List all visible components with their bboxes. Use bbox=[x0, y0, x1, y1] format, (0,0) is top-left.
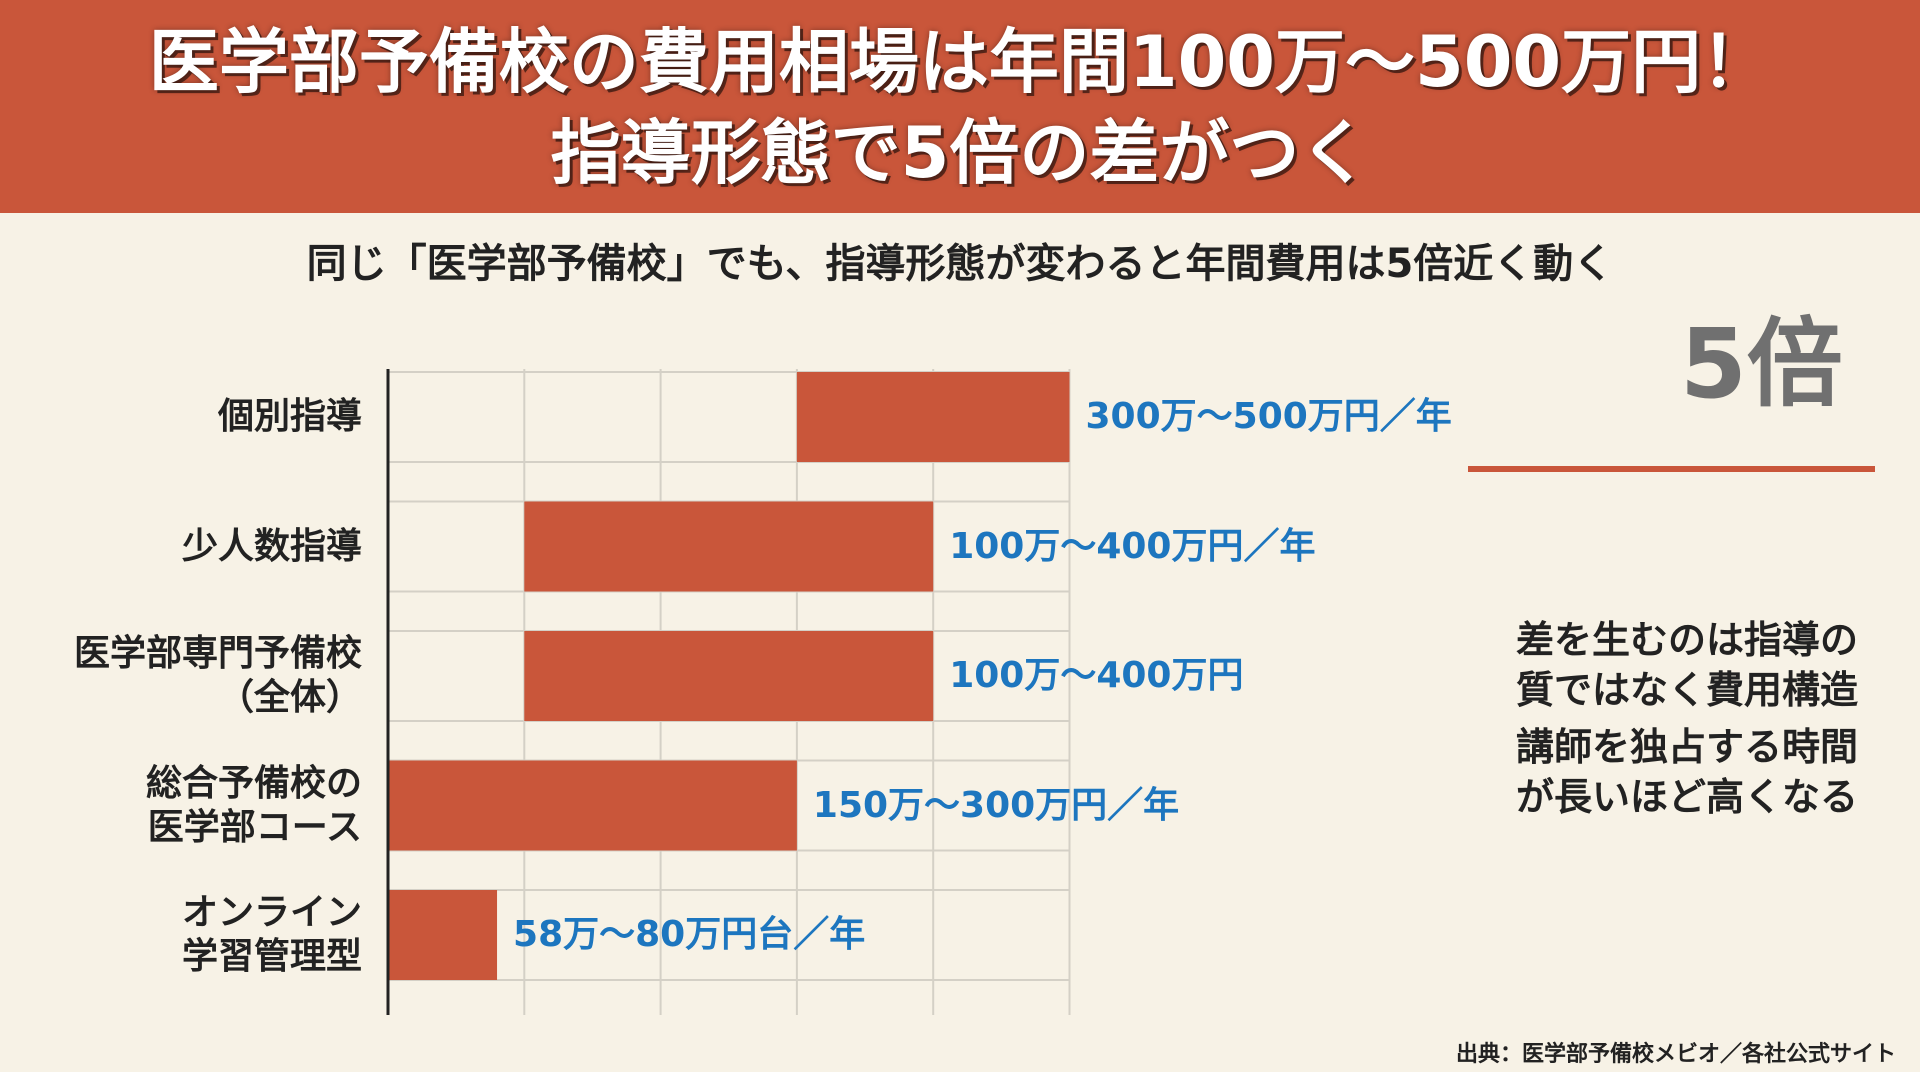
subtitle: 同じ「医学部予備校」でも、指導形態が変わると年間費用は5倍近く動く bbox=[306, 241, 1614, 287]
category-label-line-1: 少人数指導 bbox=[181, 525, 362, 567]
category-label: 少人数指導 bbox=[182, 525, 362, 569]
category-label-line-1: オンライン bbox=[181, 892, 362, 933]
highlight-underline bbox=[1468, 466, 1875, 472]
category-label-line-2: （全体） bbox=[217, 677, 362, 718]
value-label: 150万～300万円／年 bbox=[812, 784, 1180, 826]
title-banner: 医学部予備校の費用相場は年間100万～500万円！ 指導形態で5倍の差がつく bbox=[0, 0, 1920, 213]
bar-5 bbox=[388, 890, 498, 980]
note-1-line-1: 差を生むのは指導の bbox=[1516, 618, 1859, 662]
value-label: 58万～80万円台／年 bbox=[513, 914, 866, 955]
category-label-line-2: 学習管理型 bbox=[181, 936, 362, 977]
value-label: 300万～500万円／年 bbox=[1085, 396, 1452, 437]
bar-4 bbox=[388, 760, 797, 851]
note-1-line-2: 質ではなく費用構造 bbox=[1516, 668, 1859, 712]
note-2-line-1: 講師を独占する時間 bbox=[1516, 725, 1859, 769]
category-label: 個別指導 bbox=[218, 395, 362, 439]
category-label-line-1: 個別指導 bbox=[217, 396, 362, 437]
value-label: 100万～400万円 bbox=[949, 655, 1244, 696]
five-times-callout: 5倍 bbox=[1680, 308, 1843, 420]
bar-2 bbox=[524, 501, 934, 592]
note-2-line-2: が長いほど高くなる bbox=[1516, 775, 1859, 819]
note-block-1: 差を生むのは指導の 質ではなく費用構造 bbox=[1516, 615, 1858, 715]
category-label-line-1: 医学部専門予備校 bbox=[73, 633, 362, 674]
source-note: 出典：医学部予備校メビオ／各社公式サイト bbox=[1455, 1042, 1896, 1067]
category-label: オンライン 学習管理型 bbox=[182, 891, 362, 979]
note-block-2: 講師を独占する時間 が長いほど高くなる bbox=[1516, 722, 1858, 822]
bar-3 bbox=[524, 631, 934, 721]
category-label: 総合予備校の 医学部コース bbox=[146, 762, 362, 850]
category-label-line-1: 総合予備校の bbox=[145, 762, 362, 804]
title-line-1: 医学部予備校の費用相場は年間100万～500万円！ bbox=[148, 21, 1772, 103]
value-label: 100万～400万円／年 bbox=[949, 525, 1316, 567]
bar-1 bbox=[796, 372, 1070, 462]
title-line-2: 指導形態で5倍の差がつく bbox=[550, 112, 1370, 194]
category-label: 医学部専門予備校 （全体） bbox=[74, 632, 362, 720]
category-label-line-2: 医学部コース bbox=[147, 806, 362, 848]
